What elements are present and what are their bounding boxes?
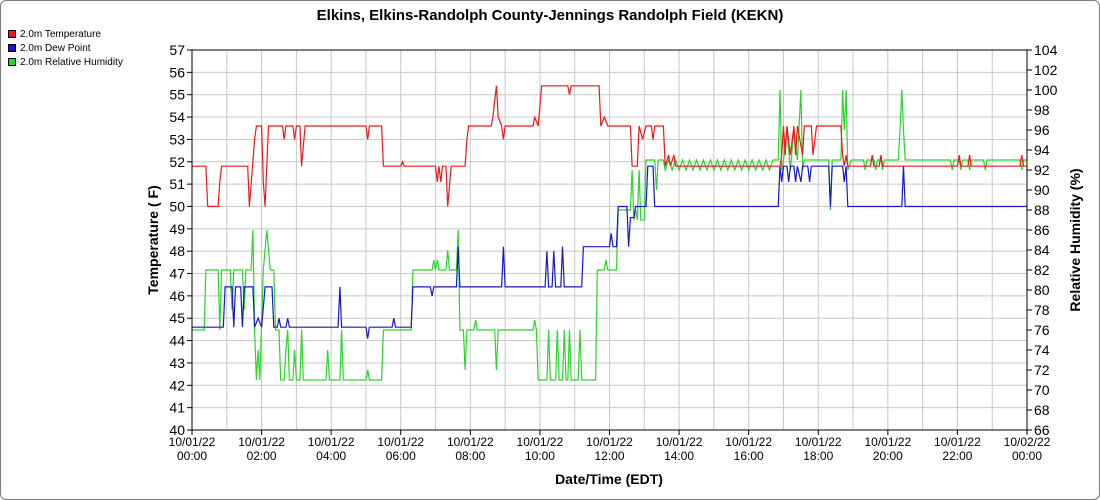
y-axis-right: 66 68 70 72 74 76 78 80 82 84 86 88 90 92 94 96 98 100 102… xyxy=(1027,42,1058,438)
y2-tick-label: 68 xyxy=(1034,402,1050,418)
x-tick-label: 10/01/22 10:00 xyxy=(517,435,564,463)
x-axis-label: Date/Time (EDT) xyxy=(555,471,663,487)
y-tick-label: 53 xyxy=(169,131,185,147)
y2-tick-label: 96 xyxy=(1034,122,1050,138)
x-tick-label: 10/02/22 00:00 xyxy=(1004,435,1051,463)
y2-tick-label: 72 xyxy=(1034,362,1050,378)
series-line-2-0m-relative-humidity xyxy=(192,89,1027,381)
series-line-2-0m-dew-point xyxy=(192,165,1027,339)
legend-item-relative-humidity: 2.0m Relative Humidity xyxy=(8,57,123,69)
y2-tick-label: 98 xyxy=(1034,102,1050,118)
chart-title: Elkins, Elkins-Randolph County-Jennings … xyxy=(317,7,784,24)
y-tick-label: 40 xyxy=(169,422,185,438)
y-tick-label: 49 xyxy=(169,221,185,237)
y2-tick-label: 92 xyxy=(1034,162,1050,178)
y2-tick-label: 74 xyxy=(1034,342,1050,358)
y2-axis-label: Relative Humidity (%) xyxy=(1067,168,1083,311)
legend-swatch-temperature xyxy=(8,30,16,38)
series-layer xyxy=(192,85,1027,381)
grid xyxy=(191,49,1028,431)
y-tick-label: 50 xyxy=(169,198,185,214)
x-tick-label: 10/01/22 02:00 xyxy=(238,435,285,463)
y2-tick-label: 104 xyxy=(1034,42,1058,58)
y-axis-left: 40 41 42 43 44 45 46 47 48 49 50 51 52 53 54 55 56 57 xyxy=(169,42,192,438)
y2-tick-label: 88 xyxy=(1034,202,1050,218)
y2-tick-label: 70 xyxy=(1034,382,1050,398)
y2-tick-label: 94 xyxy=(1034,142,1050,158)
x-tick-label: 10/01/22 00:00 xyxy=(169,435,216,463)
y-tick-label: 46 xyxy=(169,288,185,304)
legend-swatch-relative-humidity xyxy=(8,58,16,66)
y2-tick-label: 86 xyxy=(1034,222,1050,238)
y-tick-label: 56 xyxy=(169,64,185,80)
x-axis: 10/01/22 00:00 10/01/22 02:00 10/01/22 04:00 1… xyxy=(169,430,1051,463)
y2-tick-label: 82 xyxy=(1034,262,1050,278)
y2-tick-label: 80 xyxy=(1034,282,1050,298)
y2-tick-label: 102 xyxy=(1034,62,1058,78)
y-tick-label: 52 xyxy=(169,154,185,170)
legend-item-temperature: 2.0m Temperature xyxy=(8,29,101,41)
x-tick-label: 10/01/22 04:00 xyxy=(308,435,355,463)
series-line-2-0m-temperature xyxy=(192,85,1027,208)
y2-tick-label: 66 xyxy=(1034,422,1050,438)
legend-label-dew-point: 2.0m Dew Point xyxy=(20,43,91,54)
x-tick-label: 10/01/22 18:00 xyxy=(795,435,842,463)
x-tick-label: 10/01/22 06:00 xyxy=(377,435,424,463)
x-tick-label: 10/01/22 16:00 xyxy=(725,435,772,463)
legend-label-relative-humidity: 2.0m Relative Humidity xyxy=(20,57,123,68)
y-tick-label: 41 xyxy=(169,400,185,416)
x-tick-label: 10/01/22 20:00 xyxy=(864,435,911,463)
y-tick-label: 54 xyxy=(169,109,185,125)
legend-item-dew-point: 2.0m Dew Point xyxy=(8,43,91,55)
y-tick-label: 48 xyxy=(169,243,185,259)
legend-label-temperature: 2.0m Temperature xyxy=(20,29,101,40)
y-tick-label: 47 xyxy=(169,266,185,282)
x-tick-label: 10/01/22 22:00 xyxy=(934,435,981,463)
x-tick-label: 10/01/22 14:00 xyxy=(656,435,703,463)
y-tick-label: 51 xyxy=(169,176,185,192)
y2-tick-label: 84 xyxy=(1034,242,1050,258)
y2-tick-label: 76 xyxy=(1034,322,1050,338)
y2-tick-label: 90 xyxy=(1034,182,1050,198)
y-tick-label: 57 xyxy=(169,42,185,58)
y-tick-label: 43 xyxy=(169,355,185,371)
y-tick-label: 55 xyxy=(169,87,185,103)
x-tick-label: 10/01/22 12:00 xyxy=(586,435,633,463)
y2-tick-label: 100 xyxy=(1034,82,1058,98)
x-tick-label: 10/01/22 08:00 xyxy=(447,435,494,463)
y-axis-label: Temperature ( F) xyxy=(145,185,161,294)
y-tick-label: 42 xyxy=(169,377,185,393)
y-tick-label: 44 xyxy=(169,333,185,349)
y2-tick-label: 78 xyxy=(1034,302,1050,318)
legend-swatch-dew-point xyxy=(8,44,16,52)
y-tick-label: 45 xyxy=(169,310,185,326)
